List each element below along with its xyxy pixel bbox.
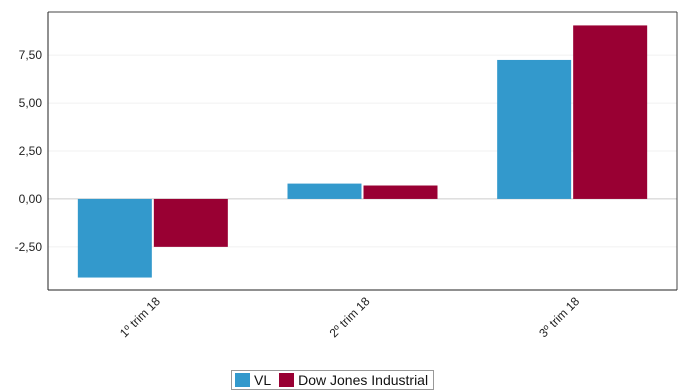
y-tick-label: 0,00 xyxy=(19,192,43,206)
bar-chart: -2,50 0,00 2,50 5,00 7,50 1º trim 18 2º trim 1… xyxy=(15,11,678,340)
legend-item-vl[interactable]: VL xyxy=(235,372,271,388)
y-tick-label: -2,50 xyxy=(15,240,43,254)
bar-vl-1 xyxy=(77,198,152,278)
bar-dow-jones-3 xyxy=(573,25,648,199)
chart-legend: VL Dow Jones Industrial xyxy=(231,370,435,390)
y-tick-label: 5,00 xyxy=(19,96,43,110)
y-tick-label: 7,50 xyxy=(19,48,43,62)
bar-vl-3 xyxy=(497,59,572,199)
bar-vl-2 xyxy=(287,183,362,199)
legend-label-vl: VL xyxy=(254,372,272,388)
legend-swatch-dow-jones xyxy=(279,373,295,387)
x-tick-label: 3º trim 18 xyxy=(536,294,582,340)
legend-item-dow-jones[interactable]: Dow Jones Industrial xyxy=(279,372,428,388)
legend-label-dow-jones: Dow Jones Industrial xyxy=(298,372,429,388)
bar-dow-jones-1 xyxy=(153,198,228,247)
bar-dow-jones-2 xyxy=(363,185,438,199)
y-tick-label: 2,50 xyxy=(19,144,43,158)
x-tick-label: 1º trim 18 xyxy=(117,294,163,340)
legend-swatch-vl xyxy=(235,373,250,387)
x-tick-label: 2º trim 18 xyxy=(327,294,373,340)
